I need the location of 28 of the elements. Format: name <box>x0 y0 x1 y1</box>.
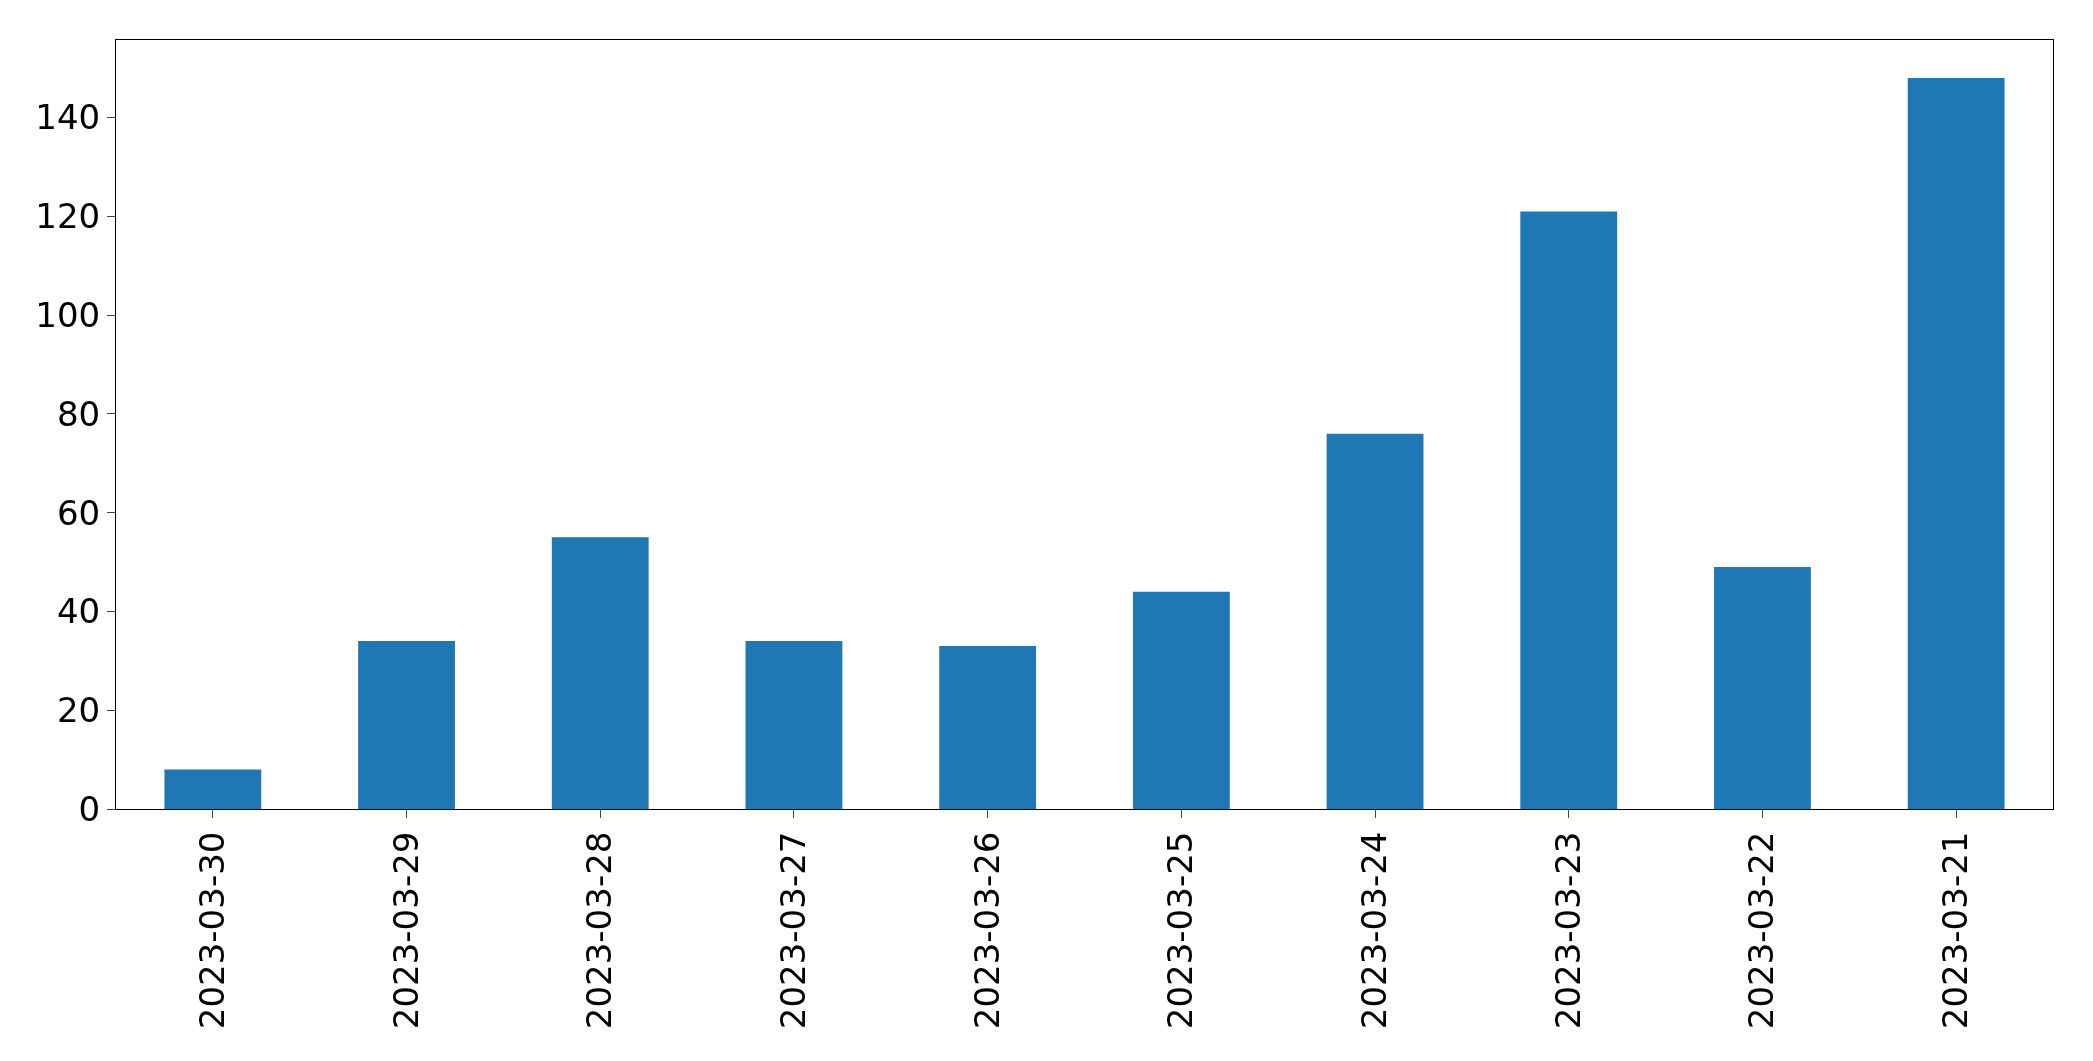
x-tick-label: 2023-03-24 <box>1354 831 1395 1030</box>
y-tick-label: 60 <box>56 492 101 533</box>
x-tick-label: 2023-03-25 <box>1160 831 1201 1030</box>
y-tick-label: 0 <box>78 788 101 829</box>
bar <box>358 641 455 809</box>
bar <box>1132 591 1230 809</box>
bar <box>1714 566 1811 809</box>
y-tick-label: 120 <box>35 196 101 237</box>
y-tick-label: 100 <box>35 295 101 335</box>
x-tick-label: 2023-03-22 <box>1741 831 1782 1030</box>
x-tick-label: 2023-03-29 <box>385 831 426 1030</box>
y-tick-label: 140 <box>35 97 101 138</box>
y-tick-label: 20 <box>56 690 101 731</box>
x-tick-label: 2023-03-27 <box>773 831 813 1030</box>
x-tick-label: 2023-03-23 <box>1547 831 1588 1030</box>
x-tick-label: 2023-03-28 <box>579 831 620 1030</box>
bar <box>1907 78 2005 809</box>
bar <box>1326 433 1424 809</box>
y-tick-label: 40 <box>56 591 101 632</box>
y-tick-label: 80 <box>56 393 101 434</box>
x-tick-label: 2023-03-30 <box>191 831 232 1030</box>
x-tick-label: 2023-03-26 <box>966 831 1007 1030</box>
bar <box>551 537 649 809</box>
x-tick-label: 2023-03-21 <box>1935 831 1976 1030</box>
bar <box>1520 211 1618 809</box>
bar <box>164 769 262 809</box>
bar <box>939 646 1037 809</box>
bar <box>745 641 843 809</box>
